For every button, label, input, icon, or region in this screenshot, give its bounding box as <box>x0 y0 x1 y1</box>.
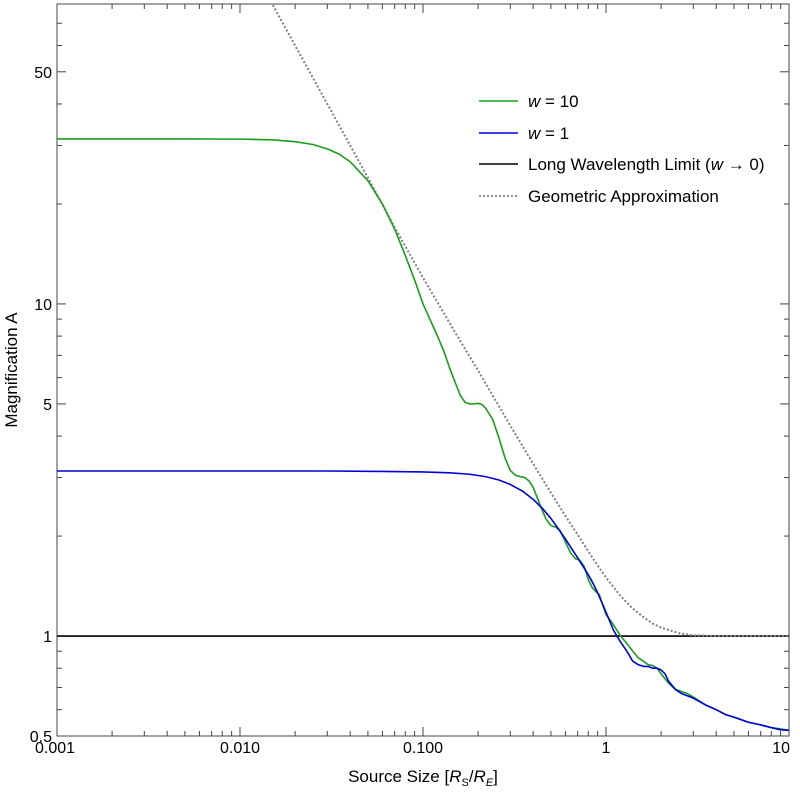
x-tick-label: 10 <box>772 740 790 757</box>
legend: w = 10 w = 1 Long Wavelength Limit (w → … <box>479 92 765 206</box>
series-line-geometric <box>271 4 789 638</box>
legend-label-long-wavelength: Long Wavelength Limit (w → 0) <box>528 155 765 174</box>
x-axis-label: Source Size [RS/RE] <box>348 767 498 789</box>
series-line-w1 <box>57 470 789 732</box>
plot-frame <box>56 3 790 737</box>
legend-label-w10: w = 10 <box>528 92 579 111</box>
legend-item-w1: w = 1 <box>479 124 569 143</box>
y-tick-label: 5 <box>43 397 52 414</box>
legend-item-long-wavelength: Long Wavelength Limit (w → 0) <box>479 155 765 174</box>
axis-ticks <box>56 3 789 737</box>
series-line-w10 <box>57 138 789 732</box>
x-tick-label: 0.010 <box>220 740 260 757</box>
y-tick-label: 1 <box>43 629 52 646</box>
tick-labels: 0.001 0.010 0.100 1 10 0.5 1 5 10 50 <box>30 65 790 757</box>
x-tick-label: 0.001 <box>35 740 75 757</box>
series-lines <box>57 4 789 732</box>
x-tick-label: 1 <box>602 740 611 757</box>
y-axis-label: Magnification A <box>2 312 21 428</box>
legend-label-w1: w = 1 <box>528 124 569 143</box>
x-tick-label: 0.100 <box>403 740 443 757</box>
legend-item-w10: w = 10 <box>479 92 579 111</box>
legend-item-geometric: Geometric Approximation <box>479 187 719 206</box>
y-tick-label: 10 <box>34 297 52 314</box>
y-tick-label: 50 <box>34 65 52 82</box>
y-tick-label: 0.5 <box>30 729 52 746</box>
legend-label-geometric: Geometric Approximation <box>528 187 719 206</box>
